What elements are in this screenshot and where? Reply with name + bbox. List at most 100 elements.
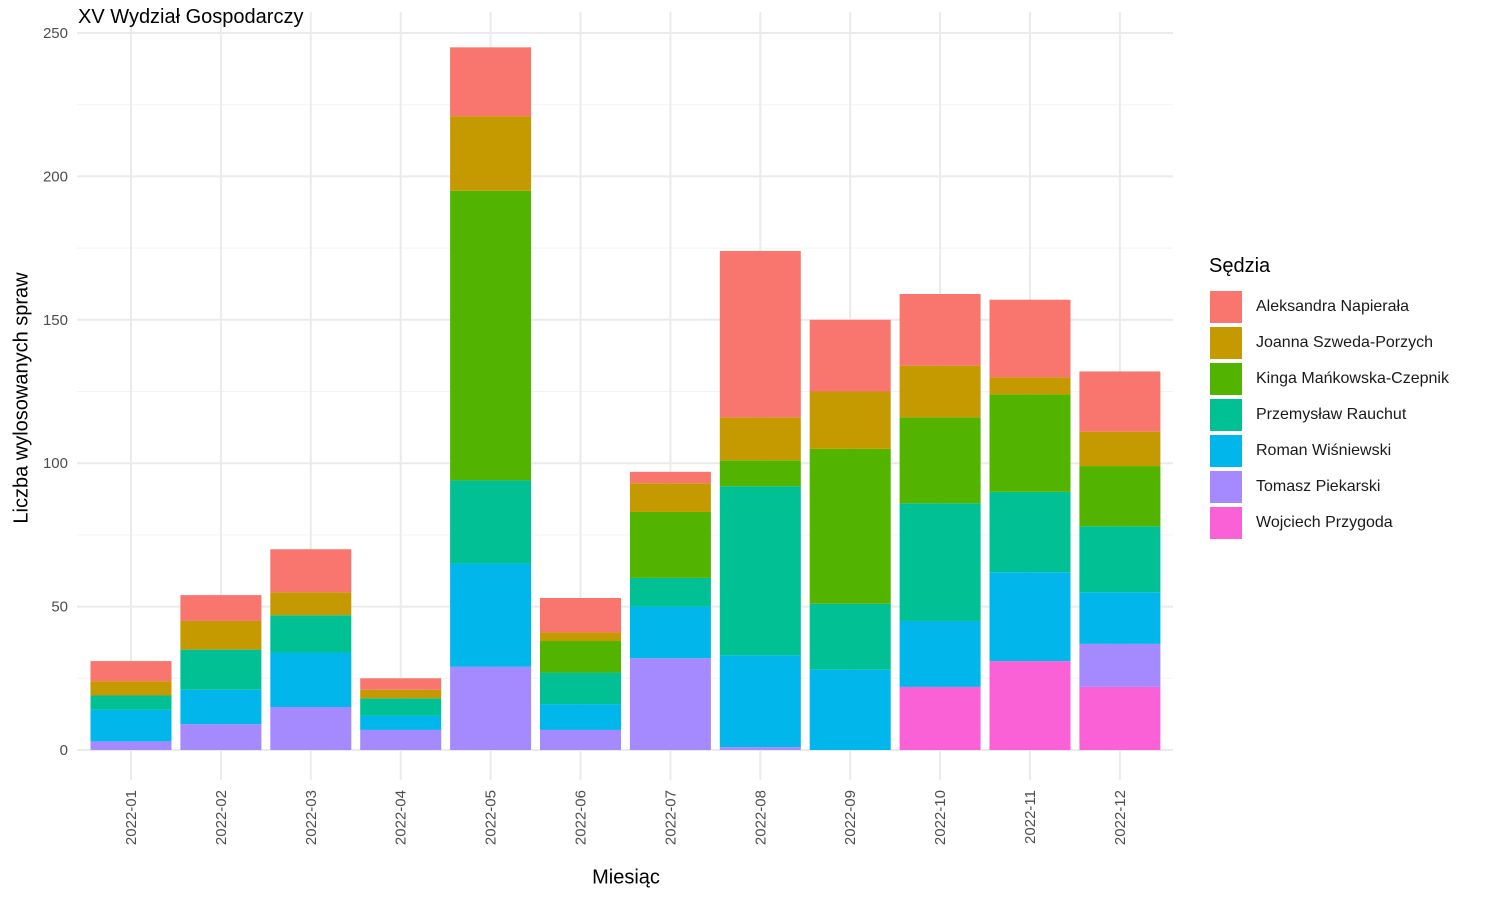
bar-segment xyxy=(809,603,891,670)
bar-segment xyxy=(540,704,621,730)
bar-segment xyxy=(629,483,711,512)
bar-segment xyxy=(1079,592,1161,644)
bar-segment xyxy=(899,365,981,418)
bar-segment xyxy=(270,615,352,653)
bar-segment xyxy=(989,377,1071,395)
legend-label: Kinga Mańkowska-Czepnik xyxy=(1256,370,1449,387)
bar-segment xyxy=(719,747,801,750)
bar-segment xyxy=(1079,686,1161,750)
x-tick-label: 2022-10 xyxy=(932,790,949,845)
bar-segment xyxy=(719,417,801,461)
y-tick-label: 150 xyxy=(43,312,68,329)
legend-key-swatch xyxy=(1209,398,1243,432)
bar-segment xyxy=(1079,526,1161,593)
bar-segment xyxy=(899,620,981,687)
legend-key-swatch xyxy=(1209,290,1243,324)
legend-label: Przemysław Rauchut xyxy=(1256,406,1407,423)
bar-segment xyxy=(270,592,352,616)
bar-segment xyxy=(719,486,801,656)
bar-segment xyxy=(809,319,891,392)
bar-segment xyxy=(719,460,801,487)
legend-item: Joanna Szweda-Porzych xyxy=(1209,325,1449,361)
bar-segment xyxy=(270,706,352,750)
bar-segment xyxy=(1079,431,1161,467)
x-tick-label: 2022-08 xyxy=(752,790,769,845)
chart-title: XV Wydział Gospodarczy xyxy=(78,6,304,28)
y-tick-label: 0 xyxy=(60,742,68,759)
y-tick-label: 250 xyxy=(43,25,68,42)
bar-segment xyxy=(90,741,172,750)
bar-segment xyxy=(899,417,981,504)
legend-title: Sędzia xyxy=(1209,255,1271,277)
bar-segment xyxy=(90,695,172,710)
legend-item: Tomasz Piekarski xyxy=(1209,469,1449,505)
legend-item: Wojciech Przygoda xyxy=(1209,505,1449,541)
legend-label: Wojciech Przygoda xyxy=(1256,514,1393,531)
bar-segment xyxy=(989,299,1071,378)
bar-segment xyxy=(540,729,621,750)
bar-segment xyxy=(270,549,352,593)
bar-segment xyxy=(899,686,981,750)
bar-segment xyxy=(629,577,711,607)
bar-segment xyxy=(90,709,172,742)
x-tick-label: 2022-12 xyxy=(1112,790,1129,845)
bar-segment xyxy=(180,724,262,750)
x-tick-label: 2022-11 xyxy=(1022,790,1039,844)
legend-item: Roman Wiśniewski xyxy=(1209,433,1449,469)
x-tick-label: 2022-03 xyxy=(303,790,320,845)
bar-segment xyxy=(1079,643,1161,687)
bar-segment xyxy=(989,394,1071,492)
bar-segment xyxy=(809,669,891,750)
bar-segment xyxy=(450,116,532,191)
bar-segment xyxy=(719,655,801,748)
x-axis-title: Miesiąc xyxy=(592,866,660,889)
bar-segment xyxy=(629,606,711,659)
bar-segment xyxy=(270,652,352,707)
legend-label: Aleksandra Napierała xyxy=(1256,298,1409,315)
bar-segment xyxy=(629,471,711,484)
bar-segment xyxy=(809,391,891,449)
bar-segment xyxy=(450,563,532,667)
bar-segment xyxy=(360,729,442,750)
bar-segment xyxy=(989,661,1071,750)
x-tick-label: 2022-02 xyxy=(213,790,230,845)
bar-segment xyxy=(719,250,801,418)
bars xyxy=(90,47,1161,750)
legend-key-swatch xyxy=(1209,506,1243,540)
legend-key-swatch xyxy=(1209,362,1243,396)
y-axis-ticks: 0 50 100 150 200 250 xyxy=(43,25,68,759)
bar-segment xyxy=(1079,371,1161,432)
legend: Sędzia Aleksandra Napierała Joanna Szweda… xyxy=(1209,253,1449,541)
x-tick-label: 2022-07 xyxy=(662,790,679,845)
bar-segment xyxy=(540,597,621,633)
bar-segment xyxy=(809,448,891,604)
bar-segment xyxy=(1079,466,1161,527)
bar-segment xyxy=(360,698,442,716)
bar-segment xyxy=(90,681,172,696)
bar-segment xyxy=(90,661,172,682)
bar-segment xyxy=(180,620,262,650)
bar-segment xyxy=(360,715,442,730)
y-tick-label: 200 xyxy=(43,168,68,185)
legend-label: Roman Wiśniewski xyxy=(1256,442,1392,459)
bar-segment xyxy=(899,503,981,621)
bar-segment xyxy=(629,658,711,750)
bar-segment xyxy=(360,678,442,690)
bar-segment xyxy=(540,641,621,673)
y-tick-label: 100 xyxy=(43,455,68,472)
legend-key-swatch xyxy=(1209,470,1243,504)
bar-segment xyxy=(629,511,711,578)
x-tick-label: 2022-04 xyxy=(393,790,410,845)
legend-label: Joanna Szweda-Porzych xyxy=(1256,334,1433,351)
bar-segment xyxy=(989,572,1071,662)
bar-segment xyxy=(540,632,621,642)
x-tick-label: 2022-05 xyxy=(483,790,500,845)
legend-key-swatch xyxy=(1209,326,1243,360)
legend-label: Tomasz Piekarski xyxy=(1256,478,1381,495)
x-tick-label: 2022-01 xyxy=(123,790,140,845)
bar-segment xyxy=(360,689,442,699)
bar-segment xyxy=(450,47,532,117)
legend-item: Kinga Mańkowska-Czepnik xyxy=(1209,361,1449,397)
bar-segment xyxy=(180,649,262,690)
